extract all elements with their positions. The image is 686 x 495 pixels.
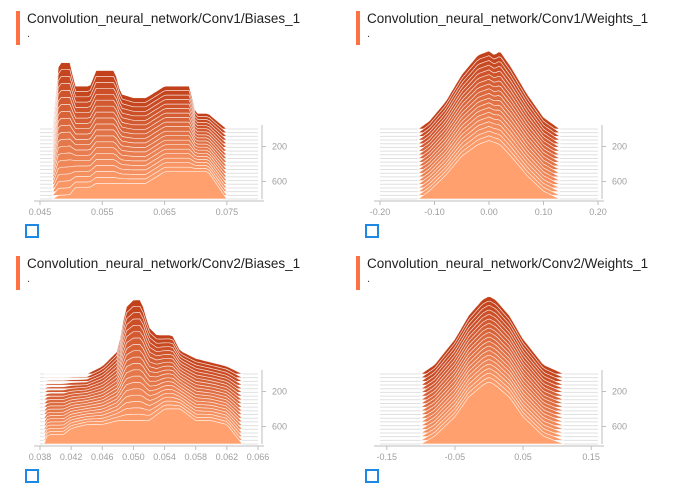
- y-tick-label: 200: [272, 142, 287, 152]
- x-tick-label: 0.045: [29, 207, 52, 217]
- fullscreen-icon[interactable]: [364, 468, 380, 484]
- histogram-chart: 0.045 0.055 0.065 0.075 200 600: [29, 62, 287, 217]
- histogram-chart: 0.038 0.042 0.046 0.050 0.054 0.058 0.062 0.066…: [29, 299, 287, 462]
- y-tick-label: 200: [272, 387, 287, 397]
- x-tick-label: 0.054: [153, 452, 176, 462]
- y-tick-label: 200: [612, 142, 627, 152]
- x-tick-label: 0.075: [216, 207, 239, 217]
- x-tick-label: -0.05: [445, 452, 466, 462]
- x-tick-label: 0.065: [153, 207, 176, 217]
- card-subtitle: .: [367, 28, 371, 40]
- y-tick-label: 600: [272, 177, 287, 187]
- x-tick-label: 0.15: [582, 452, 600, 462]
- histogram-card-conv1-biases: Convolution_neural_network/Conv1/Biases_…: [16, 8, 346, 248]
- x-tick-label: -0.15: [377, 452, 398, 462]
- x-tick-label: 0.046: [91, 452, 114, 462]
- x-tick-label: 0.10: [535, 207, 553, 217]
- x-tick-label: 0.066: [247, 452, 270, 462]
- card-title: Convolution_neural_network/Conv2/Biases_…: [27, 256, 301, 271]
- x-tick-label: 0.050: [122, 452, 145, 462]
- histogram-card-conv2-weights: Convolution_neural_network/Conv2/Weights…: [356, 253, 686, 493]
- y-tick-label: 600: [612, 422, 627, 432]
- histogram-card-conv1-weights: Convolution_neural_network/Conv1/Weights…: [356, 8, 686, 248]
- ridge-step-800: [419, 381, 565, 445]
- card-accent-bar: [16, 256, 20, 290]
- card-subtitle: .: [27, 273, 31, 285]
- x-tick-label: 0.038: [29, 452, 52, 462]
- card-accent-bar: [356, 11, 360, 45]
- x-tick-label: 0.05: [514, 452, 532, 462]
- card-accent-bar: [356, 256, 360, 290]
- x-tick-label: 0.055: [91, 207, 114, 217]
- ridge-step-800: [51, 171, 228, 200]
- x-tick-label: 0.042: [60, 452, 83, 462]
- x-tick-label: 0.20: [589, 207, 607, 217]
- histogram-card-conv2-biases: Convolution_neural_network/Conv2/Biases_…: [16, 253, 346, 493]
- x-tick-label: 0.062: [216, 452, 239, 462]
- y-tick-label: 600: [612, 177, 627, 187]
- card-accent-bar: [16, 11, 20, 45]
- fullscreen-icon[interactable]: [364, 223, 380, 239]
- histogram-chart: -0.15 -0.05 0.05 0.15 200 600: [374, 296, 627, 462]
- x-tick-label: 0.058: [184, 452, 207, 462]
- y-tick-label: 200: [612, 387, 627, 397]
- card-subtitle: .: [367, 273, 371, 285]
- card-title: Convolution_neural_network/Conv2/Weights…: [367, 256, 649, 271]
- x-tick-label: -0.10: [424, 207, 445, 217]
- fullscreen-icon[interactable]: [24, 468, 40, 484]
- histogram-chart: -0.20 -0.10 0.00 0.10 0.20 200 600: [370, 50, 627, 217]
- fullscreen-icon[interactable]: [24, 223, 40, 239]
- card-title: Convolution_neural_network/Conv1/Biases_…: [27, 11, 301, 26]
- ridge-step-800: [43, 408, 244, 445]
- x-tick-label: 0.00: [480, 207, 498, 217]
- card-title: Convolution_neural_network/Conv1/Weights…: [367, 11, 649, 26]
- card-subtitle: .: [27, 28, 31, 40]
- x-tick-label: -0.20: [370, 207, 391, 217]
- y-tick-label: 600: [272, 422, 287, 432]
- ridge-step-800: [417, 140, 560, 200]
